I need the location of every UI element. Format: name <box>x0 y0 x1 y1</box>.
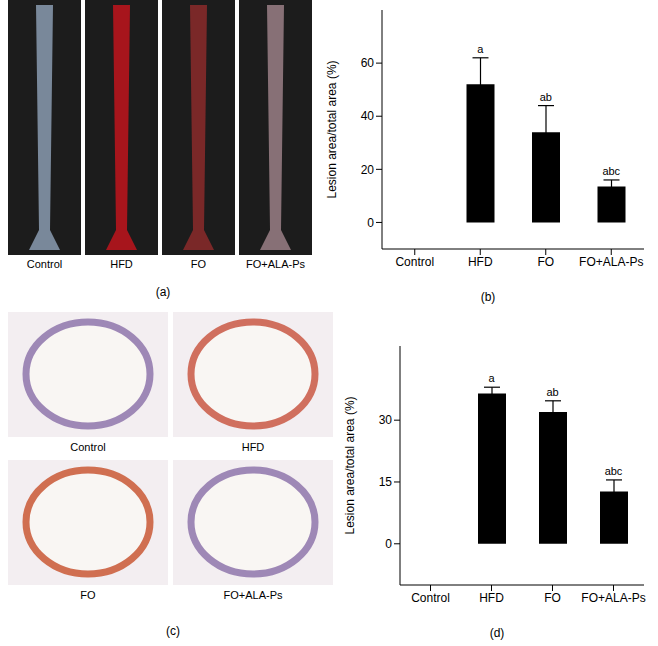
svg-text:40: 40 <box>361 109 375 123</box>
html-text:Control: Control <box>26 258 63 270</box>
svg-text:30: 30 <box>379 413 393 427</box>
html-text:Control: Control <box>70 441 106 453</box>
svg-text:Control: Control <box>395 255 434 269</box>
html-text:FO: FO <box>190 258 207 270</box>
svg-text:FO+ALA-Ps: FO+ALA-Ps <box>581 591 645 605</box>
html-text:(b): (b) <box>480 290 496 304</box>
svg-text:abc: abc <box>602 165 620 177</box>
html-text:HFD: HFD <box>110 258 133 270</box>
svg-text:FO+ALA-Ps: FO+ALA-Ps <box>579 255 643 269</box>
svg-text:20: 20 <box>361 163 375 177</box>
svg-text:ab: ab <box>540 91 552 103</box>
svg-text:0: 0 <box>385 537 392 551</box>
svg-text:abc: abc <box>605 465 623 477</box>
svg-text:FO: FO <box>537 255 554 269</box>
html-text:FO+ALA-Ps: FO+ALA-Ps <box>223 589 283 601</box>
svg-text:15: 15 <box>379 475 393 489</box>
html-text:FO+ALA-Ps: FO+ALA-Ps <box>246 258 305 270</box>
svg-text:60: 60 <box>361 56 375 70</box>
svg-text:0: 0 <box>367 216 374 230</box>
html-text:FO: FO <box>80 589 96 601</box>
svg-text:Lesion area/total area (%): Lesion area/total area (%) <box>343 396 357 534</box>
svg-text:ab: ab <box>546 386 558 398</box>
svg-text:a: a <box>488 372 495 384</box>
svg-text:HFD: HFD <box>479 591 504 605</box>
svg-text:Control: Control <box>411 591 450 605</box>
html-text:(c): (c) <box>166 624 180 638</box>
html-text:(d): (d) <box>489 626 505 640</box>
svg-text:HFD: HFD <box>468 255 493 269</box>
html-text:HFD: HFD <box>241 441 265 453</box>
svg-text:a: a <box>477 43 484 55</box>
svg-text:Lesion area/total area (%): Lesion area/total area (%) <box>325 60 339 198</box>
html-text:(a): (a) <box>155 285 171 299</box>
svg-text:FO: FO <box>544 591 561 605</box>
